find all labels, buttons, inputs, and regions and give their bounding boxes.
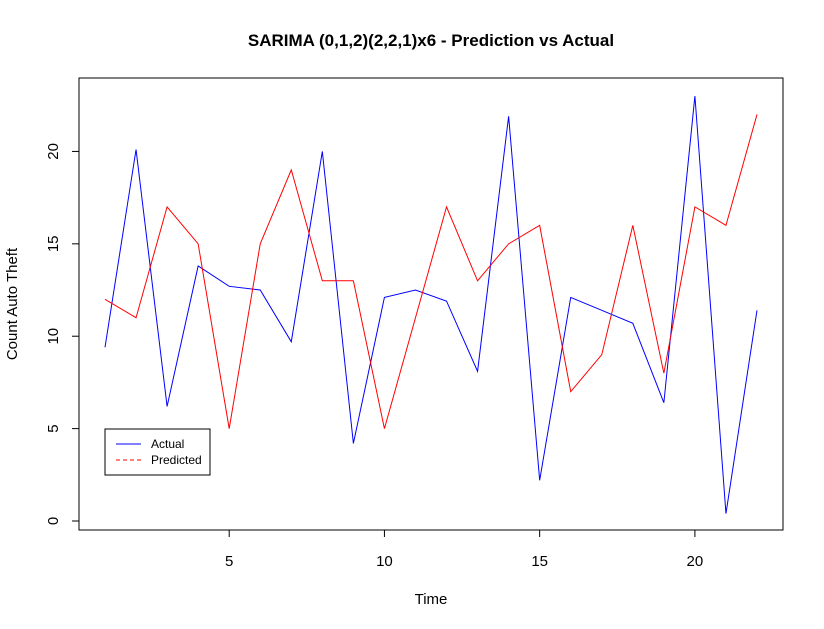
series-line-predicted [104, 114, 758, 429]
y-tick-label: 10 [45, 328, 62, 345]
x-tick-label: 10 [376, 553, 393, 570]
y-tick-label: 15 [45, 235, 62, 252]
y-tick-label: 0 [45, 517, 62, 525]
series-line-actual [104, 95, 758, 514]
x-tick-label: 20 [687, 553, 704, 570]
legend-label-predicted: Predicted [151, 453, 202, 467]
chart-title: SARIMA (0,1,2)(2,2,1)x6 - Prediction vs … [248, 31, 614, 50]
x-tick-label: 15 [531, 553, 548, 570]
y-axis: 0 5 10 15 20 [45, 143, 80, 525]
legend-box [104, 428, 211, 476]
x-tick-label: 5 [225, 553, 233, 570]
legend: Actual Predicted [104, 428, 211, 476]
x-axis-label: Time [415, 591, 448, 608]
y-axis-label: Count Auto Theft [4, 247, 21, 360]
series-layer [104, 95, 758, 514]
y-tick-label: 5 [45, 424, 62, 432]
x-axis: 5 10 15 20 [225, 529, 704, 570]
y-tick-label: 20 [45, 143, 62, 160]
legend-label-actual: Actual [151, 437, 184, 451]
